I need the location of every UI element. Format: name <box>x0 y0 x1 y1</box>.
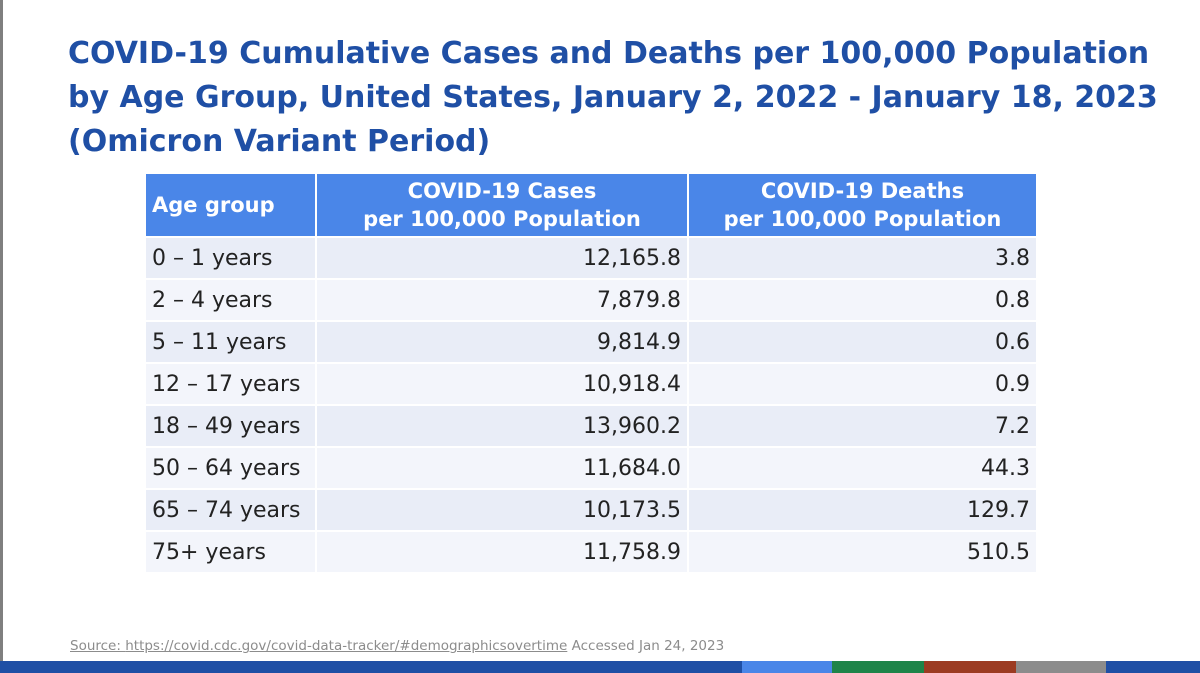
header-deaths-line1: COVID-19 Deaths <box>760 179 965 203</box>
cell-deaths: 0.9 <box>688 363 1036 406</box>
table-row: 65 – 74 years 10,173.5 129.7 <box>146 489 1036 532</box>
cell-age-group: 2 – 4 years <box>146 279 317 322</box>
data-table: Age group COVID-19 Cases per 100,000 Pop… <box>146 174 1036 574</box>
footer-segment-green <box>832 661 924 673</box>
cell-age-group: 5 – 11 years <box>146 321 317 364</box>
header-deaths-line2: per 100,000 Population <box>723 207 1002 231</box>
footer-segment-red <box>924 661 1016 673</box>
slide-title: COVID-19 Cumulative Cases and Deaths per… <box>68 36 1158 159</box>
table-row: 18 – 49 years 13,960.2 7.2 <box>146 405 1036 448</box>
table-row: 75+ years 11,758.9 510.5 <box>146 531 1036 574</box>
table-row: 12 – 17 years 10,918.4 0.9 <box>146 363 1036 406</box>
source-link[interactable]: https://covid.cdc.gov/covid-data-tracker… <box>125 638 568 654</box>
cell-deaths: 7.2 <box>688 405 1036 448</box>
cell-deaths: 129.7 <box>688 489 1036 532</box>
table-row: 2 – 4 years 7,879.8 0.8 <box>146 279 1036 322</box>
footer-segment-gray <box>1016 661 1106 673</box>
source-label: Source: <box>70 638 126 654</box>
cell-age-group: 75+ years <box>146 531 317 574</box>
source-accessed-date: Accessed Jan 24, 2023 <box>567 638 725 654</box>
cell-cases: 9,814.9 <box>316 321 689 364</box>
footer-segment-blue <box>742 661 832 673</box>
cell-cases: 10,918.4 <box>316 363 689 406</box>
header-cases: COVID-19 Cases per 100,000 Population <box>316 174 689 238</box>
header-age-group: Age group <box>146 174 317 238</box>
header-deaths: COVID-19 Deaths per 100,000 Population <box>688 174 1036 238</box>
table-row: 5 – 11 years 9,814.9 0.6 <box>146 321 1036 364</box>
table-header-row: Age group COVID-19 Cases per 100,000 Pop… <box>146 174 1036 238</box>
table-row: 50 – 64 years 11,684.0 44.3 <box>146 447 1036 490</box>
source-citation: Source: https://covid.cdc.gov/covid-data… <box>70 638 724 654</box>
cell-age-group: 50 – 64 years <box>146 447 317 490</box>
cell-age-group: 65 – 74 years <box>146 489 317 532</box>
cell-deaths: 3.8 <box>688 237 1036 280</box>
cell-age-group: 18 – 49 years <box>146 405 317 448</box>
slide-left-border <box>0 0 3 673</box>
cell-cases: 11,758.9 <box>316 531 689 574</box>
cell-deaths: 510.5 <box>688 531 1036 574</box>
cell-cases: 12,165.8 <box>316 237 689 280</box>
cell-cases: 7,879.8 <box>316 279 689 322</box>
header-cases-line1: COVID-19 Cases <box>407 179 597 203</box>
cell-deaths: 44.3 <box>688 447 1036 490</box>
cell-cases: 10,173.5 <box>316 489 689 532</box>
table-row: 0 – 1 years 12,165.8 3.8 <box>146 237 1036 280</box>
cell-deaths: 0.6 <box>688 321 1036 364</box>
cell-cases: 11,684.0 <box>316 447 689 490</box>
cell-cases: 13,960.2 <box>316 405 689 448</box>
cell-deaths: 0.8 <box>688 279 1036 322</box>
cell-age-group: 0 – 1 years <box>146 237 317 280</box>
cell-age-group: 12 – 17 years <box>146 363 317 406</box>
header-cases-line2: per 100,000 Population <box>363 207 641 231</box>
